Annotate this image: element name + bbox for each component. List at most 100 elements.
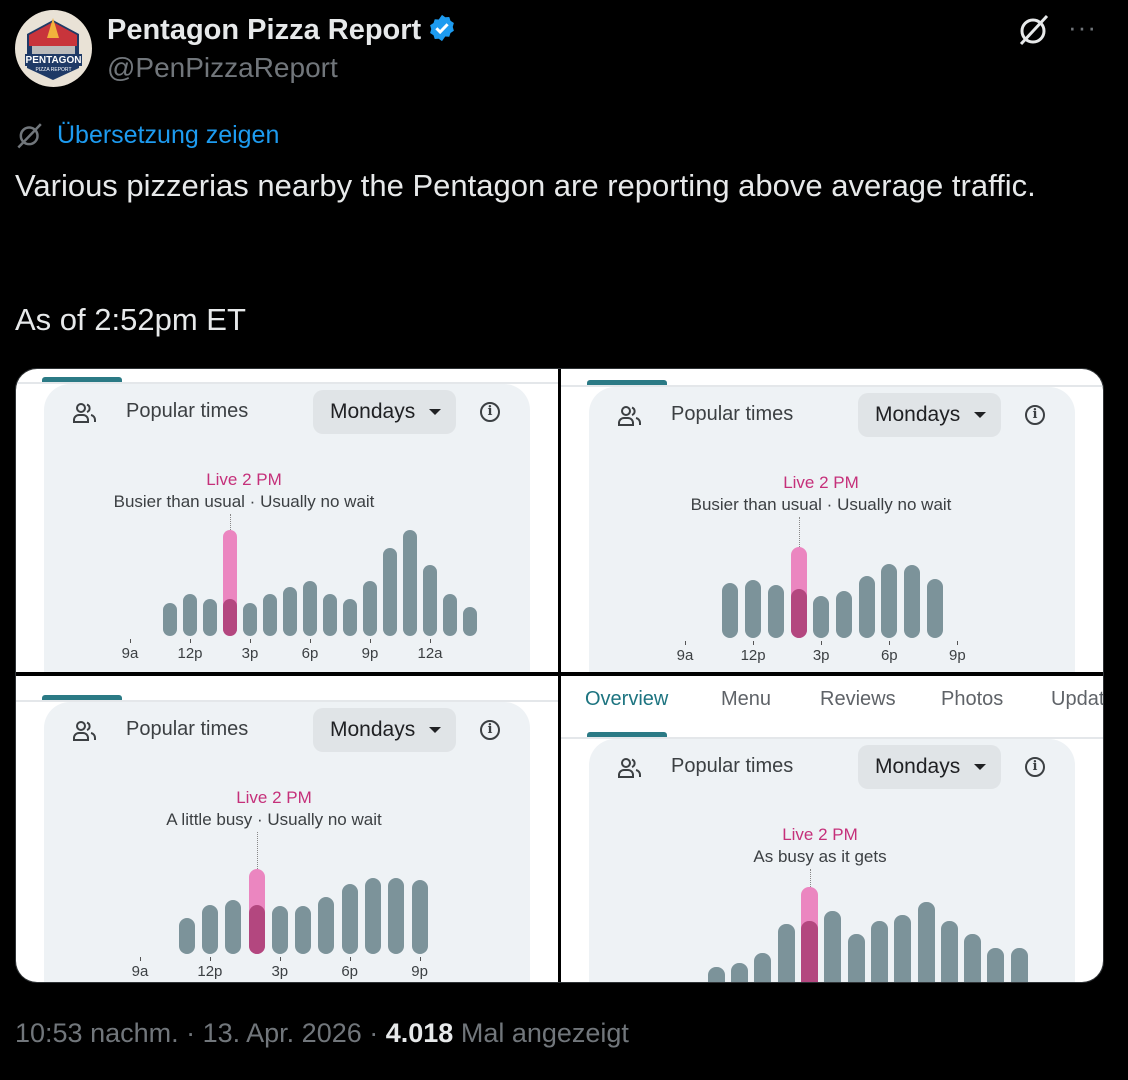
info-icon[interactable]: i [1025,405,1045,425]
info-icon[interactable]: i [480,402,500,422]
live-marker-line [809,869,811,897]
popular-times-title: Popular times [671,755,794,777]
usual-bar [790,588,807,638]
views-label: Mal angezeigt [453,1018,629,1048]
hour-bar [303,581,317,636]
hour-bar [847,933,865,982]
axis-tick-label: 9p [411,963,428,980]
axis-tick [190,639,191,643]
axis-tick [250,639,251,643]
axis-tick [821,641,823,645]
axis-tick-label: 9p [361,645,379,662]
people-icon [617,757,643,779]
live-status: A little busy · Usually no wait [166,810,382,829]
popular-times-panel: Popular times Mondays i Live 2 PM Busier tha… [561,369,1103,672]
hour-bar [894,915,912,982]
hour-bar [423,564,437,636]
tab-divider [561,737,1103,739]
live-marker-line [798,517,800,557]
axis-tick [370,639,371,643]
more-options-button[interactable]: ··· [1068,12,1097,42]
tab-overview[interactable]: Overview [585,688,669,710]
dropdown-caret-icon [974,764,987,770]
place-tabs: Overview Menu Reviews Photos Updat [561,676,1104,734]
popular-times-title: Popular times [126,400,249,422]
popular-times-panel: Overview Menu Reviews Photos Updat Popular ti… [561,676,1104,982]
tab-updat[interactable]: Updat [1051,688,1104,710]
hour-bar [917,902,935,982]
avatar[interactable]: PENTAGON PIZZA REPORT [15,10,92,87]
tab-divider [16,382,558,384]
hour-bar [777,924,795,982]
axis-tick-label: 9a [676,647,694,664]
info-icon[interactable]: i [480,720,500,740]
day-selector[interactable]: Mondays [313,708,456,752]
hour-bar [881,564,898,638]
axis-tick [279,957,281,961]
axis-tick-label: 9a [131,963,149,980]
verified-badge-icon [430,14,455,42]
people-icon [72,402,98,424]
hour-bar [813,596,830,638]
axis-tick-label: 9p [949,647,966,664]
hour-bar [754,952,772,982]
axis-tick-label: 3p [271,963,289,980]
author-name[interactable]: Pentagon Pizza Report [107,13,457,47]
popular-times-title: Popular times [671,403,794,425]
media-grid[interactable]: Popular times Mondays i Live 2 PM Busier tha… [15,368,1104,983]
hour-bar [341,883,358,954]
info-icon[interactable]: i [1025,757,1045,777]
post-date[interactable]: 13. Apr. 2026 [202,1018,362,1048]
grok-icon [17,123,42,149]
axis-tick [753,641,755,645]
dropdown-caret-icon [974,412,987,418]
tab-photos[interactable]: Photos [941,688,1004,710]
hour-bar [201,904,218,954]
dropdown-caret-icon [429,409,442,415]
tab-reviews[interactable]: Reviews [820,688,896,710]
hour-bar [1010,948,1028,982]
active-tab-indicator [42,377,122,382]
hour-bar [707,966,725,982]
hour-bar [940,920,958,982]
hour-bar [203,598,217,636]
axis-tick [310,639,311,643]
axis-tick-label: 3p [241,645,259,662]
live-status: Busier than usual · Usually no wait [113,492,375,511]
svg-text:PENTAGON: PENTAGON [26,55,82,66]
day-selector[interactable]: Mondays [858,745,1001,789]
axis-tick [130,639,131,643]
live-label: Live 2 PM [783,473,859,492]
dropdown-caret-icon [429,727,442,733]
active-tab-indicator [587,380,667,385]
hour-bar [263,594,277,636]
hour-bar [283,586,297,636]
view-count: 4.018 [385,1018,454,1048]
hour-bar [731,962,749,982]
tweet-text: Various pizzerias nearby the Pentagon ar… [15,168,1036,203]
hour-bar [388,878,405,954]
show-translation-link[interactable]: Übersetzung zeigen [15,120,279,150]
day-selector-value: Mondays [875,755,961,778]
hour-bar [271,905,288,954]
hour-bar [318,896,335,954]
live-label: Live 2 PM [236,788,312,807]
people-icon [72,720,98,742]
day-selector[interactable]: Mondays [313,390,456,434]
hour-bar [745,579,762,638]
hour-bar [767,585,784,638]
hour-bar [243,603,257,636]
post-time[interactable]: 10:53 nachm. [15,1018,179,1048]
tab-menu[interactable]: Menu [721,688,772,710]
hour-bar [403,530,417,636]
hour-bar [987,948,1005,982]
tweet-footer: 10:53 nachm. · 13. Apr. 2026 · 4.018 Mal… [15,1018,629,1048]
hour-bar [225,900,242,954]
usual-bar [801,920,818,982]
popular-times-panel: Popular times Mondays i Live 2 PM A little b… [16,676,558,982]
pentagon-pizza-logo: PENTAGON PIZZA REPORT [15,10,92,87]
day-selector[interactable]: Mondays [858,393,1001,437]
tab-divider [561,385,1103,387]
grok-icon[interactable] [1016,12,1052,48]
author-handle[interactable]: @PenPizzaReport [107,52,338,83]
